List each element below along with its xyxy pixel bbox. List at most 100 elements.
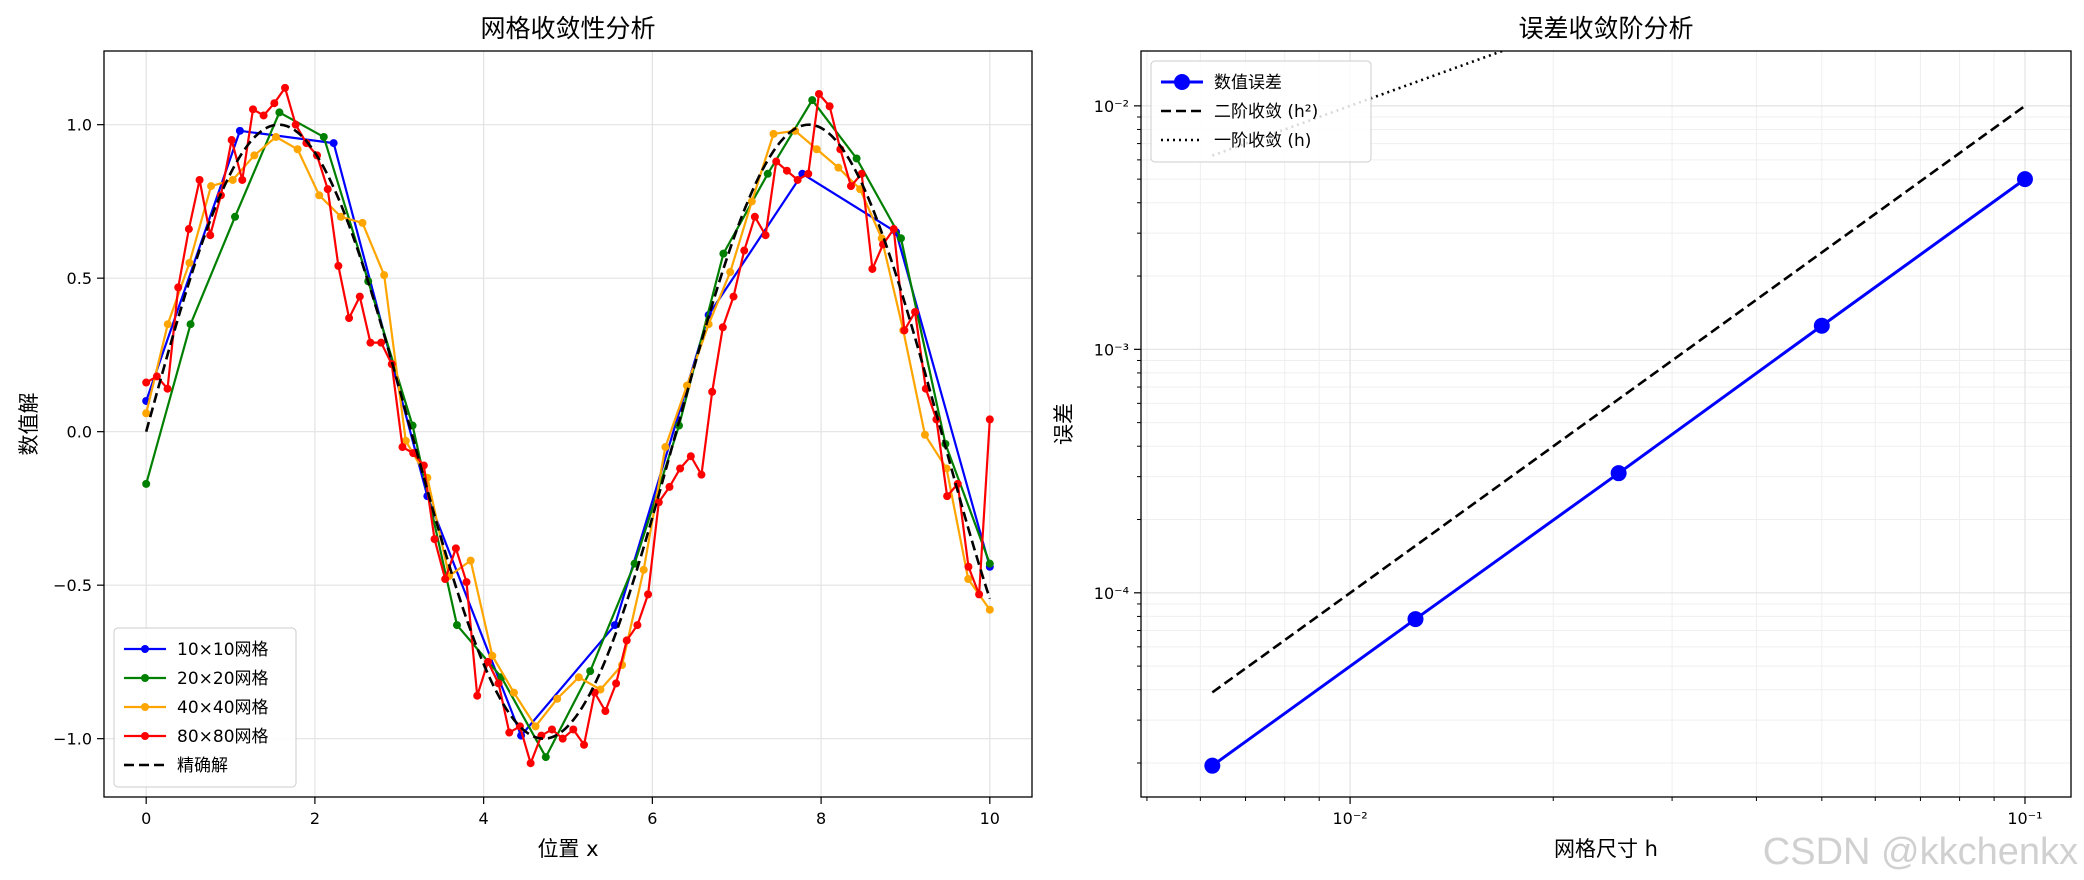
data-point (462, 578, 471, 587)
data-point (248, 105, 257, 114)
data-point (1407, 611, 1424, 628)
data-point (1204, 757, 1221, 774)
data-point (238, 175, 247, 184)
data-point (228, 175, 237, 184)
plot-area (142, 83, 994, 768)
data-point (911, 307, 920, 316)
y-tick-label: −0.5 (53, 576, 92, 595)
data-point (782, 166, 791, 175)
data-point (281, 83, 290, 92)
x-tick-label: 8 (816, 809, 826, 828)
legend-marker (141, 703, 149, 711)
x-tick-label: 0 (141, 809, 151, 828)
x-tick-label: 4 (479, 809, 489, 828)
data-point (195, 175, 204, 184)
legend-label: 数值误差 (1214, 73, 1282, 93)
data-point (250, 151, 259, 160)
data-point (812, 145, 821, 154)
data-point (430, 535, 439, 544)
data-point (483, 657, 492, 666)
y-axis-label: 数值解 (17, 393, 41, 456)
legend-marker (141, 645, 149, 653)
data-point (868, 264, 877, 273)
data-point (227, 136, 236, 145)
data-point (531, 722, 540, 731)
data-point (761, 231, 770, 240)
legend-label: 80×80网格 (177, 727, 269, 747)
y-tick-label: 1.0 (67, 116, 92, 135)
series-line (145, 98, 991, 760)
data-point (900, 326, 909, 335)
data-point (401, 436, 410, 445)
x-tick-label: 6 (647, 809, 657, 828)
data-point (186, 320, 195, 329)
data-point (920, 430, 929, 439)
data-point (943, 492, 952, 501)
data-point (747, 197, 756, 206)
data-point (358, 218, 367, 227)
data-point (825, 102, 834, 111)
data-point (852, 154, 861, 163)
data-point (622, 636, 631, 645)
data-point (451, 544, 460, 553)
data-point (380, 271, 389, 280)
data-point (661, 443, 670, 452)
data-point (184, 225, 193, 234)
legend-label: 40×40网格 (177, 698, 269, 718)
data-point (466, 556, 475, 565)
data-point (630, 559, 639, 568)
data-point (763, 169, 772, 178)
data-point (163, 320, 172, 329)
legend-box (113, 627, 297, 788)
data-point (740, 246, 749, 255)
data-point (142, 479, 151, 488)
chart-title: 网格收敛性分析 (480, 14, 655, 43)
data-point (964, 562, 973, 571)
data-point (142, 378, 151, 387)
data-point (601, 707, 610, 716)
data-point (697, 470, 706, 479)
data-point (889, 225, 898, 234)
y-tick-label: 0.5 (67, 269, 92, 288)
x-tick-label: 10⁻² (1332, 809, 1367, 828)
plot-area (1204, 51, 2033, 774)
data-point (676, 464, 685, 473)
y-tick-label: 10⁻³ (1094, 340, 1129, 359)
data-point (612, 679, 621, 688)
series-line (1211, 104, 2026, 694)
data-point (2016, 171, 2033, 188)
data-point (686, 452, 695, 461)
data-point (682, 381, 691, 390)
data-point (639, 565, 648, 574)
series-line (145, 85, 991, 767)
legend-marker (141, 674, 149, 682)
data-point (473, 691, 482, 700)
data-point (366, 338, 375, 347)
data-point (235, 126, 244, 135)
data-point (985, 415, 994, 424)
y-tick-label: −1.0 (53, 730, 92, 749)
data-point (644, 590, 653, 599)
data-point (185, 258, 194, 267)
plot-frame (103, 50, 1033, 798)
data-point (336, 212, 345, 221)
data-point (315, 191, 324, 200)
data-point (526, 759, 535, 768)
data-point (808, 96, 817, 105)
data-point (814, 89, 823, 98)
data-point (857, 169, 866, 178)
data-point (488, 651, 497, 660)
data-point (329, 139, 338, 148)
data-point (896, 234, 905, 243)
data-point (293, 145, 302, 154)
data-point (558, 734, 567, 743)
legend-label: 20×20网格 (177, 669, 269, 689)
data-point (441, 575, 450, 584)
data-point (574, 673, 583, 682)
data-point (975, 590, 984, 599)
data-point (355, 292, 364, 301)
data-point (334, 261, 343, 270)
data-point (231, 212, 240, 221)
